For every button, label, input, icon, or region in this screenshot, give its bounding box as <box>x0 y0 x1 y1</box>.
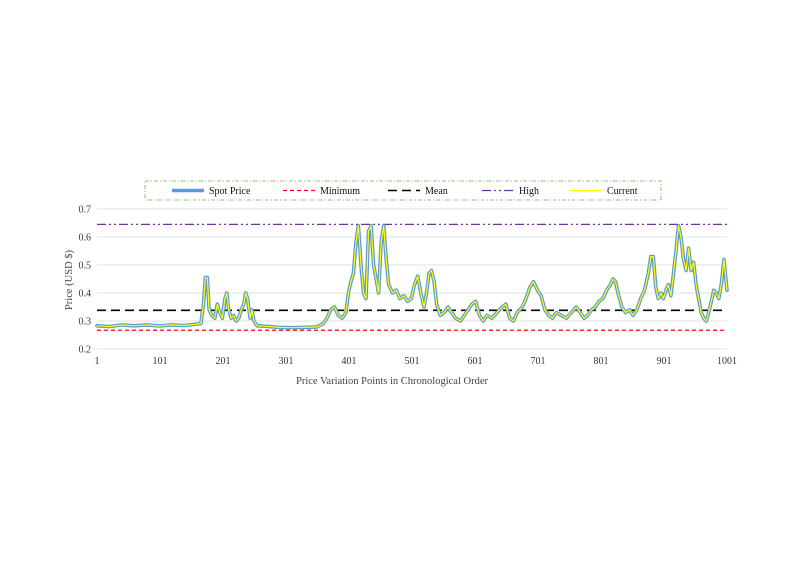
y-tick-label: 0.7 <box>79 205 92 216</box>
legend-label-high: High <box>519 186 539 197</box>
x-tick-label: 901 <box>657 356 672 367</box>
x-tick-label: 201 <box>216 356 231 367</box>
y-axis-ticks: 0.2 0.3 0.4 0.5 0.6 0.7 <box>79 205 92 356</box>
plot-area <box>95 223 729 331</box>
y-tick-label: 0.5 <box>79 261 92 272</box>
y-tick-label: 0.3 <box>79 317 92 328</box>
legend-label-spot-price: Spot Price <box>209 186 251 197</box>
x-tick-label: 601 <box>468 356 483 367</box>
series-current-line <box>96 225 728 329</box>
y-tick-label: 0.6 <box>79 233 92 244</box>
x-axis-title: Price Variation Points in Chronological … <box>296 376 488 387</box>
legend-label-minimum: Minimum <box>320 186 360 197</box>
series-spot-price-line <box>95 224 729 330</box>
legend: Spot Price Minimum Mean High Current <box>144 180 662 201</box>
x-tick-label: 501 <box>405 356 420 367</box>
x-tick-label: 1001 <box>717 356 737 367</box>
y-tick-label: 0.2 <box>79 345 92 356</box>
legend-label-current: Current <box>607 186 638 197</box>
x-tick-label: 401 <box>342 356 357 367</box>
gridlines <box>97 208 727 350</box>
x-tick-label: 1 <box>95 356 100 367</box>
legend-frame <box>144 180 662 201</box>
x-tick-label: 301 <box>279 356 294 367</box>
y-axis-title: Price (USD $) <box>64 249 75 310</box>
y-tick-label: 0.4 <box>79 289 92 300</box>
x-tick-label: 801 <box>594 356 609 367</box>
x-tick-label: 101 <box>153 356 168 367</box>
legend-label-mean: Mean <box>425 186 448 197</box>
x-axis-ticks: 1 101 201 301 401 501 601 701 801 901 1001 <box>95 356 738 367</box>
x-tick-label: 701 <box>531 356 546 367</box>
